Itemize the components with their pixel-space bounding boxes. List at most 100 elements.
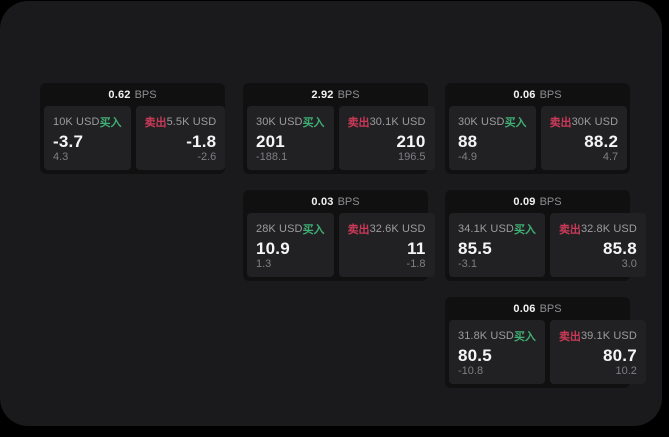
sell-quote-tile[interactable]: 卖出 32.8K USD 85.8 3.0 <box>549 213 646 277</box>
buy-sub-value: -4.9 <box>458 151 477 163</box>
quote-panes: 31.8K USD 买入 80.5 -10.8 卖出 39.1K USD 80.… <box>449 320 646 384</box>
sell-quote-tile[interactable]: 卖出 39.1K USD 80.7 10.2 <box>549 320 646 384</box>
bps-value: 0.06 <box>513 88 536 101</box>
sell-tile-top-row: 卖出 30K USD <box>550 114 619 130</box>
quote-card: 0.62 BPS 10K USD 买入 -3.7 4.3 卖出 5.5K USD… <box>40 83 226 174</box>
sell-side-label: 卖出 <box>558 331 581 343</box>
sell-amount: 30.1K USD <box>369 116 426 128</box>
card-header: 0.62 BPS <box>40 83 225 106</box>
card-header: 2.92 BPS <box>243 83 428 106</box>
card-header: 0.09 BPS <box>445 190 630 213</box>
sell-quote-tile[interactable]: 卖出 30.1K USD 210 196.5 <box>338 106 435 170</box>
buy-side-label: 买入 <box>504 117 527 129</box>
bps-value: 2.92 <box>311 88 334 101</box>
bps-value: 0.09 <box>513 195 536 208</box>
sell-tile-top-row: 卖出 5.5K USD <box>145 114 217 130</box>
sell-tile-top-row: 卖出 32.6K USD <box>348 221 426 237</box>
buy-quote-tile[interactable]: 30K USD 买入 88 -4.9 <box>449 106 536 170</box>
buy-price: -3.7 <box>53 131 84 151</box>
card-header: 0.03 BPS <box>243 190 428 213</box>
buy-amount: 10K USD <box>53 116 100 128</box>
buy-side-label: 买入 <box>302 117 325 129</box>
sell-amount: 32.8K USD <box>580 223 637 235</box>
sell-price: 210 <box>396 131 426 151</box>
buy-sub-value: 4.3 <box>53 151 69 163</box>
buy-side-label: 买入 <box>513 331 536 343</box>
buy-quote-tile[interactable]: 31.8K USD 买入 80.5 -10.8 <box>449 320 545 384</box>
sell-amount: 39.1K USD <box>580 330 637 342</box>
sell-sub-value: 3.0 <box>621 258 637 270</box>
sell-price: 85.8 <box>602 238 637 258</box>
sell-price: 88.2 <box>584 131 619 151</box>
buy-tile-top-row: 30K USD 买入 <box>458 114 527 130</box>
sell-quote-tile[interactable]: 卖出 32.6K USD 11 -1.8 <box>338 213 435 277</box>
buy-side-label: 买入 <box>99 117 122 129</box>
sell-side-label: 卖出 <box>347 117 370 129</box>
buy-amount: 31.8K USD <box>458 330 514 342</box>
buy-tile-top-row: 30K USD 买入 <box>256 114 325 130</box>
buy-quote-tile[interactable]: 34.1K USD 买入 85.5 -3.1 <box>449 213 545 277</box>
bps-unit-label: BPS <box>337 88 360 101</box>
buy-tile-top-row: 28K USD 买入 <box>256 221 325 237</box>
quote-panes: 10K USD 买入 -3.7 4.3 卖出 5.5K USD -1.8 -2.… <box>44 106 226 170</box>
buy-sub-value: -188.1 <box>256 151 288 163</box>
buy-quote-tile[interactable]: 30K USD 买入 201 -188.1 <box>247 106 334 170</box>
buy-amount: 28K USD <box>256 223 303 235</box>
buy-price: 201 <box>256 131 285 151</box>
quote-panes: 28K USD 买入 10.9 1.3 卖出 32.6K USD 11 -1.8 <box>247 213 435 277</box>
sell-price: -1.8 <box>186 131 217 151</box>
bps-unit-label: BPS <box>337 195 360 208</box>
quote-card: 0.06 BPS 30K USD 买入 88 -4.9 卖出 30K USD 8… <box>445 83 630 174</box>
buy-quote-tile[interactable]: 10K USD 买入 -3.7 4.3 <box>44 106 131 170</box>
sell-side-label: 卖出 <box>144 117 167 129</box>
sell-side-label: 卖出 <box>549 117 572 129</box>
bps-unit-label: BPS <box>539 88 562 101</box>
sell-sub-value: -1.8 <box>406 258 426 270</box>
sell-price: 80.7 <box>602 345 637 365</box>
quote-card: 0.09 BPS 34.1K USD 买入 85.5 -3.1 卖出 32.8K… <box>445 190 646 281</box>
sell-sub-value: -2.6 <box>197 151 217 163</box>
buy-price: 80.5 <box>458 345 492 365</box>
quote-card: 0.03 BPS 28K USD 买入 10.9 1.3 卖出 32.6K US… <box>243 190 435 281</box>
sell-sub-value: 196.5 <box>397 151 426 163</box>
bps-value: 0.03 <box>311 195 334 208</box>
sell-quote-tile[interactable]: 卖出 30K USD 88.2 4.7 <box>540 106 628 170</box>
bps-unit-label: BPS <box>539 195 562 208</box>
quote-panes: 30K USD 买入 88 -4.9 卖出 30K USD 88.2 4.7 <box>449 106 628 170</box>
quote-panes: 34.1K USD 买入 85.5 -3.1 卖出 32.8K USD 85.8… <box>449 213 646 277</box>
sell-side-label: 卖出 <box>558 224 581 236</box>
bps-unit-label: BPS <box>134 88 157 101</box>
buy-side-label: 买入 <box>513 224 536 236</box>
buy-sub-value: -10.8 <box>458 365 484 377</box>
card-header: 0.06 BPS <box>445 297 630 320</box>
sell-sub-value: 10.2 <box>615 365 637 377</box>
buy-amount: 30K USD <box>458 116 505 128</box>
sell-amount: 30K USD <box>571 116 619 128</box>
buy-sub-value: 1.3 <box>256 258 272 270</box>
buy-quote-tile[interactable]: 28K USD 买入 10.9 1.3 <box>247 213 334 277</box>
quote-card: 2.92 BPS 30K USD 买入 201 -188.1 卖出 30.1K … <box>243 83 435 174</box>
quote-card: 0.06 BPS 31.8K USD 买入 80.5 -10.8 卖出 39.1… <box>445 297 646 388</box>
sell-quote-tile[interactable]: 卖出 5.5K USD -1.8 -2.6 <box>135 106 226 170</box>
quote-board-surface: 0.62 BPS 10K USD 买入 -3.7 4.3 卖出 5.5K USD… <box>0 1 662 426</box>
sell-amount: 5.5K USD <box>166 116 217 128</box>
bps-unit-label: BPS <box>539 302 562 315</box>
sell-sub-value: 4.7 <box>602 151 619 163</box>
sell-side-label: 卖出 <box>347 224 370 236</box>
bps-value: 0.62 <box>108 88 131 101</box>
sell-tile-top-row: 卖出 30.1K USD <box>348 114 426 130</box>
buy-amount: 30K USD <box>256 116 303 128</box>
card-header: 0.06 BPS <box>445 83 630 106</box>
sell-price: 11 <box>407 238 426 258</box>
buy-tile-top-row: 31.8K USD 买入 <box>458 328 536 344</box>
buy-price: 88 <box>458 131 478 151</box>
buy-tile-top-row: 34.1K USD 买入 <box>458 221 536 237</box>
buy-price: 10.9 <box>256 238 290 258</box>
buy-sub-value: -3.1 <box>458 258 477 270</box>
sell-tile-top-row: 卖出 39.1K USD <box>559 328 637 344</box>
sell-tile-top-row: 卖出 32.8K USD <box>559 221 637 237</box>
bps-value: 0.06 <box>513 302 536 315</box>
buy-side-label: 买入 <box>302 224 325 236</box>
sell-amount: 32.6K USD <box>369 223 426 235</box>
buy-price: 85.5 <box>458 238 492 258</box>
